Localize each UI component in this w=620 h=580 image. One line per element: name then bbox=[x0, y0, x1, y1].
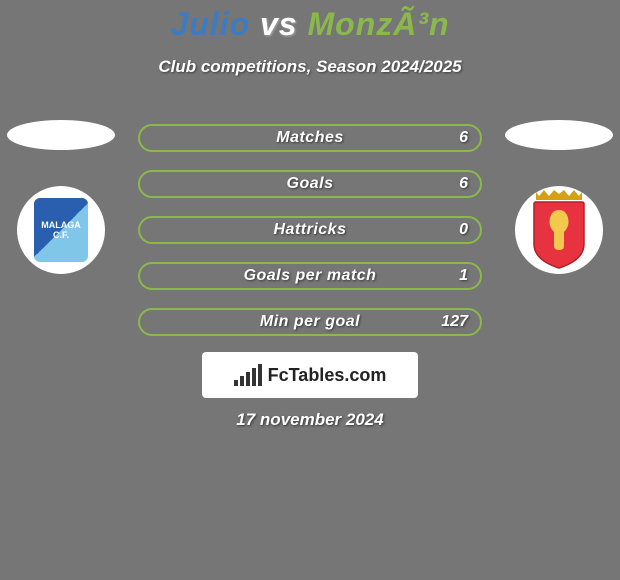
stat-label: Hattricks bbox=[274, 221, 347, 239]
logo-bar bbox=[240, 376, 244, 386]
logo-bar bbox=[252, 368, 256, 386]
stat-label: Goals bbox=[287, 175, 334, 193]
player2-name: MonzÃ³n bbox=[307, 6, 449, 42]
player2-color-ellipse bbox=[505, 120, 613, 150]
footer-logo-text: FcTables.com bbox=[268, 365, 387, 386]
stat-row: Matches 6 bbox=[138, 124, 482, 152]
stat-right-value: 1 bbox=[459, 267, 468, 285]
stat-label: Matches bbox=[276, 129, 344, 147]
infographic-container: Julio vs MonzÃ³n Club competitions, Seas… bbox=[0, 0, 620, 580]
page-title: Julio vs MonzÃ³n bbox=[0, 6, 620, 43]
player2-club-badge bbox=[515, 186, 603, 274]
player1-name: Julio bbox=[170, 6, 250, 42]
stat-row: Goals 6 bbox=[138, 170, 482, 198]
footer-logo: FcTables.com bbox=[202, 352, 418, 398]
right-column bbox=[504, 120, 614, 274]
left-column: MALAGA C.F. bbox=[6, 120, 116, 274]
stat-label: Goals per match bbox=[244, 267, 377, 285]
bar-chart-icon bbox=[234, 364, 262, 386]
stat-row: Goals per match 1 bbox=[138, 262, 482, 290]
player1-club-label: MALAGA C.F. bbox=[34, 220, 88, 240]
date-label: 17 november 2024 bbox=[236, 410, 383, 430]
stat-label: Min per goal bbox=[260, 313, 360, 331]
stat-row: Min per goal 127 bbox=[138, 308, 482, 336]
stat-right-value: 6 bbox=[459, 175, 468, 193]
vs-label: vs bbox=[260, 6, 298, 42]
player1-club-crest: MALAGA C.F. bbox=[34, 198, 88, 262]
stat-right-value: 127 bbox=[441, 313, 468, 331]
logo-bar bbox=[258, 364, 262, 386]
subtitle: Club competitions, Season 2024/2025 bbox=[0, 57, 620, 77]
header: Julio vs MonzÃ³n Club competitions, Seas… bbox=[0, 0, 620, 77]
logo-bar bbox=[246, 372, 250, 386]
stats-panel: Matches 6 Goals 6 Hattricks 0 Goals per match 1… bbox=[138, 124, 482, 354]
stat-row: Hattricks 0 bbox=[138, 216, 482, 244]
player2-club-crest bbox=[524, 190, 594, 270]
stat-right-value: 0 bbox=[459, 221, 468, 239]
player1-club-badge: MALAGA C.F. bbox=[17, 186, 105, 274]
logo-bar bbox=[234, 380, 238, 386]
stat-right-value: 6 bbox=[459, 129, 468, 147]
player1-color-ellipse bbox=[7, 120, 115, 150]
